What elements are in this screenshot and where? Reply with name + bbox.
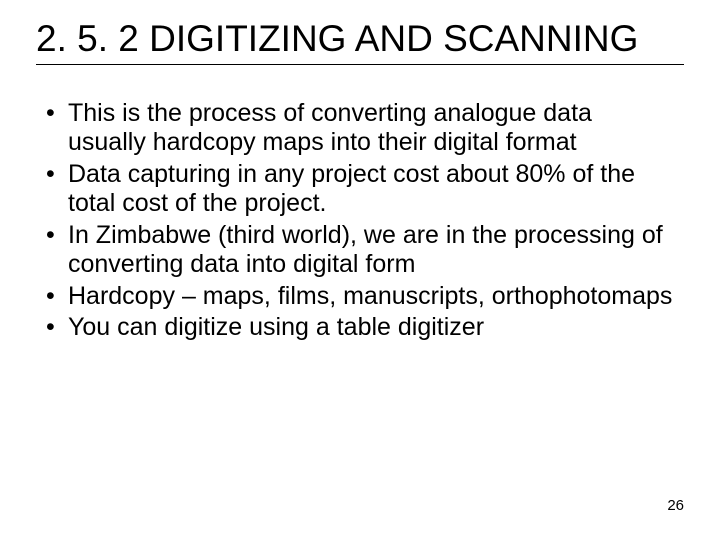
bullet-list: This is the process of converting analog…	[36, 99, 684, 343]
bullet-item: This is the process of converting analog…	[40, 99, 676, 158]
bullet-item: You can digitize using a table digitizer	[40, 313, 676, 343]
slide: 2. 5. 2 DIGITIZING AND SCANNING This is …	[0, 0, 720, 540]
bullet-item: In Zimbabwe (third world), we are in the…	[40, 221, 676, 280]
bullet-item: Data capturing in any project cost about…	[40, 160, 676, 219]
title-underline	[36, 64, 684, 65]
bullet-item: Hardcopy – maps, films, manuscripts, ort…	[40, 282, 676, 312]
slide-title: 2. 5. 2 DIGITIZING AND SCANNING	[36, 18, 684, 61]
page-number: 26	[667, 497, 684, 514]
